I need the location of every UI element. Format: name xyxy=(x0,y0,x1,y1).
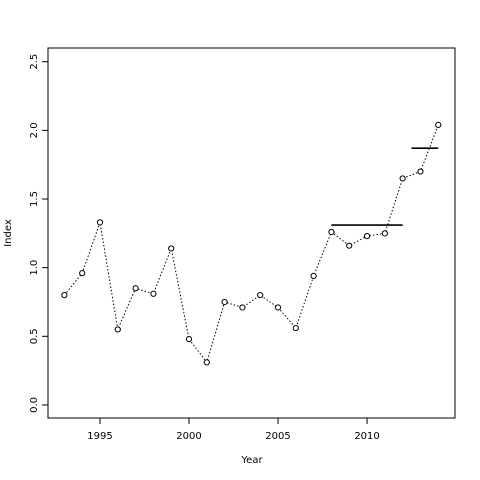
y-axis-label: Index xyxy=(3,219,14,247)
y-tick-label: 1.0 xyxy=(29,260,40,276)
y-tick-label: 2.0 xyxy=(29,122,40,138)
data-point xyxy=(96,219,104,226)
data-point xyxy=(61,292,68,299)
x-tick-label: 2000 xyxy=(176,431,201,442)
data-point xyxy=(79,270,86,277)
data-point xyxy=(381,230,388,237)
y-tick-label: 1.5 xyxy=(29,191,40,207)
data-point xyxy=(185,335,193,343)
y-tick-label: 0.5 xyxy=(29,328,40,344)
data-point xyxy=(346,242,353,249)
y-tick-label: 0.0 xyxy=(29,397,40,413)
data-point xyxy=(257,292,264,299)
data-point xyxy=(274,304,282,311)
data-point xyxy=(239,304,246,311)
x-axis-label: Year xyxy=(240,455,263,466)
x-tick-label: 1995 xyxy=(87,431,112,442)
series-line xyxy=(63,124,439,364)
data-point xyxy=(363,232,371,240)
data-point xyxy=(399,175,406,182)
data-point xyxy=(292,324,299,332)
data-point xyxy=(150,290,157,297)
data-point xyxy=(328,228,335,236)
data-point xyxy=(435,121,442,128)
data-point xyxy=(203,359,210,366)
data-point xyxy=(114,326,121,333)
data-point xyxy=(417,168,424,175)
x-tick-label: 2010 xyxy=(354,431,379,442)
plot-box xyxy=(47,47,456,419)
data-point xyxy=(132,285,139,292)
data-point xyxy=(221,298,228,306)
x-tick-label: 2005 xyxy=(265,431,290,442)
data-point xyxy=(168,245,175,252)
y-tick-label: 2.5 xyxy=(29,54,40,70)
data-point xyxy=(310,272,317,280)
